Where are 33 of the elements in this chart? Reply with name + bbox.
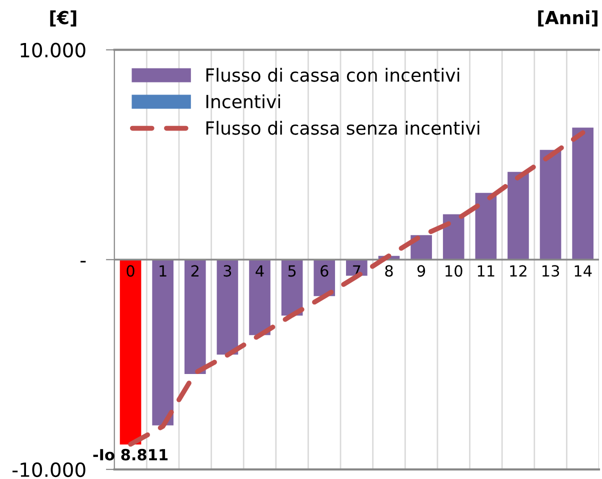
legend-label: Flusso di cassa senza incentivi bbox=[206, 120, 480, 135]
x-tick-label: 11 bbox=[478, 265, 494, 276]
bar bbox=[442, 214, 464, 260]
x-tick-label: 4 bbox=[256, 265, 264, 276]
bar bbox=[572, 128, 594, 260]
bar bbox=[508, 172, 529, 260]
x-tick-label: 8 bbox=[385, 265, 393, 277]
x-tick-label: 10 bbox=[446, 265, 462, 277]
x-tick-label: 3 bbox=[224, 265, 232, 277]
bar bbox=[540, 150, 562, 260]
legend-label: Flusso di cassa con incentivi bbox=[206, 68, 460, 82]
x-tick-label: 13 bbox=[542, 265, 560, 277]
y-tick-label: - bbox=[80, 260, 86, 262]
x-tick-label: 5 bbox=[288, 265, 296, 277]
data-label: -Io 8.811 bbox=[93, 448, 168, 460]
bar bbox=[120, 260, 142, 444]
legend-label: Incentivi bbox=[206, 94, 280, 108]
y-tick-label: -10.000 bbox=[12, 462, 86, 478]
x-tick-label: 1 bbox=[160, 265, 166, 276]
bar bbox=[475, 192, 497, 260]
y-axis-title: [€] bbox=[50, 10, 76, 27]
x-tick-label: 0 bbox=[126, 265, 134, 277]
bar bbox=[216, 260, 238, 355]
x-tick-label: 12 bbox=[510, 265, 526, 276]
x-tick-label: 9 bbox=[417, 265, 426, 277]
y-tick-label: 10.000 bbox=[20, 42, 86, 58]
x-tick-label: 14 bbox=[574, 265, 592, 276]
bar bbox=[249, 260, 270, 336]
x-tick-label: 6 bbox=[320, 265, 328, 277]
x-axis-title: [Anni] bbox=[538, 10, 598, 27]
x-tick-label: 2 bbox=[191, 265, 198, 276]
bar bbox=[184, 260, 206, 374]
bar bbox=[152, 260, 174, 426]
